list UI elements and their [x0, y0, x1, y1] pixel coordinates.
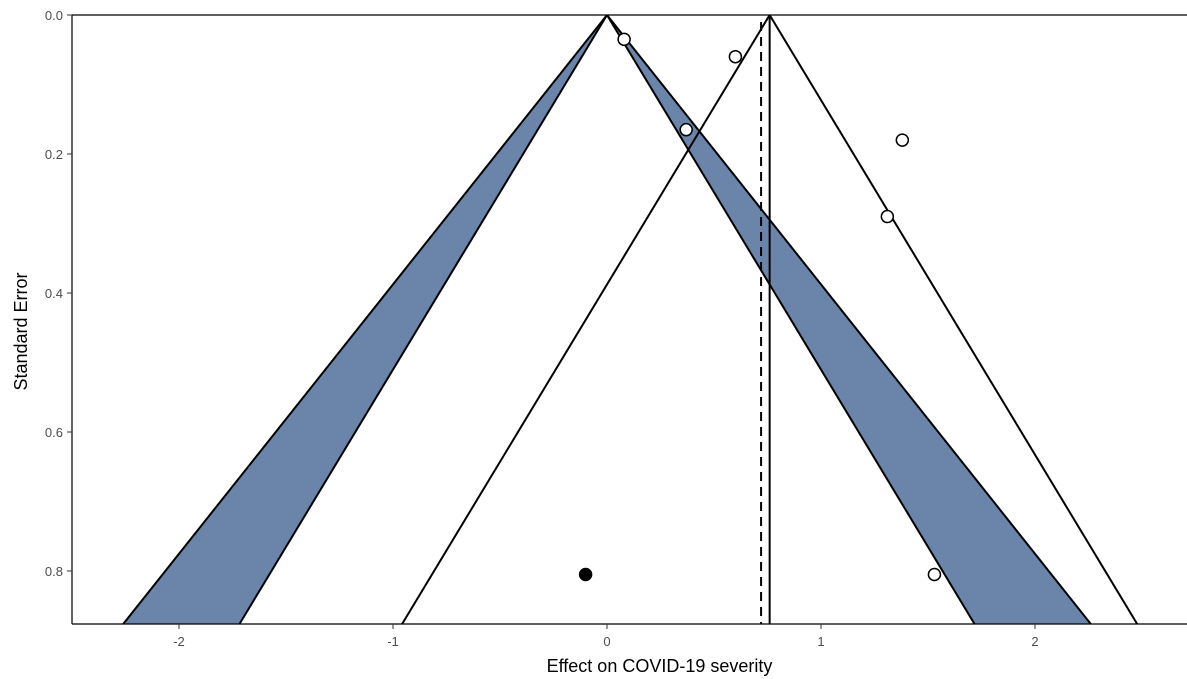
y-tick-label: 0.4	[45, 286, 63, 301]
x-tick-label: -2	[173, 634, 185, 649]
y-tick-label: 0.6	[45, 425, 63, 440]
x-tick-label: 0	[603, 634, 610, 649]
study-point	[617, 32, 631, 47]
significance-contours	[123, 15, 1091, 624]
x-axis-ticks: -2 -1 0 1 2	[173, 624, 1039, 649]
study-point	[679, 122, 693, 137]
study-points	[578, 32, 942, 582]
x-axis-title: Effect on COVID-19 severity	[547, 656, 773, 676]
study-point	[895, 133, 910, 147]
estimate-funnel-left	[401, 15, 771, 624]
x-tick-label: -1	[387, 634, 399, 649]
axes	[71, 14, 1187, 625]
x-tick-label: 2	[1031, 634, 1038, 649]
study-point	[880, 209, 895, 224]
study-point	[728, 49, 743, 64]
y-axis-ticks: 0.0 0.2 0.4 0.6 0.8	[45, 8, 72, 579]
contour-line-left-inner	[238, 15, 608, 624]
funnel-lines	[122, 15, 1139, 624]
y-axis-title: Standard Error	[11, 272, 31, 390]
y-tick-label: 0.8	[45, 564, 63, 579]
estimate-funnel-right	[768, 15, 1139, 624]
study-point	[927, 567, 942, 582]
x-tick-label: 1	[817, 634, 824, 649]
imputed-study-point	[578, 567, 593, 582]
contour-line-right-outer	[606, 15, 1092, 624]
y-tick-label: 0.2	[45, 147, 63, 162]
y-tick-label: 0.0	[45, 8, 63, 23]
contour-line-right-inner	[606, 15, 976, 624]
contour-line-left-outer	[122, 15, 608, 624]
